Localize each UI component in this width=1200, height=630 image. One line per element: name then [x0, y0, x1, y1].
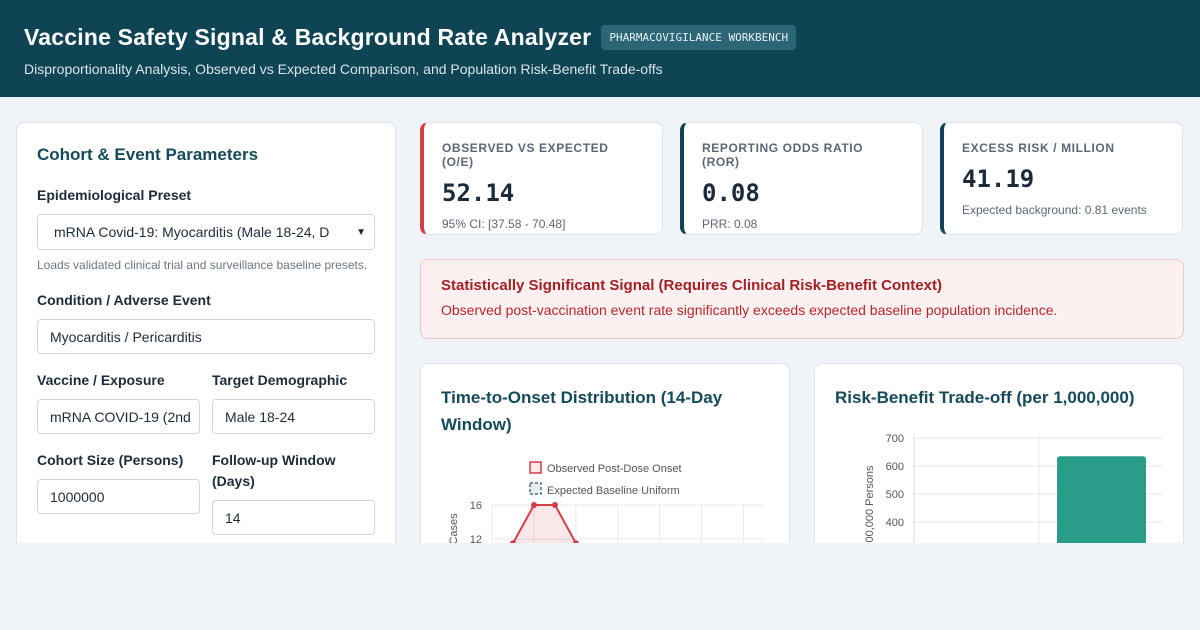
y-axis-label: Cases: [448, 513, 460, 543]
kpi-label: REPORTING ODDS RATIO (ROR): [702, 141, 864, 169]
cohort-row: Cohort Size (Persons) 1000000 Follow-up …: [37, 450, 375, 535]
kpi-sub: Expected background: 0.81 events: [962, 203, 1147, 217]
data-point-observed: [552, 502, 558, 508]
kpi-card-ror: REPORTING ODDS RATIO (ROR) 0.08 PRR: 0.0…: [680, 122, 923, 235]
chart-title: Time-to-Onset Distribution (14-Day Windo…: [441, 384, 722, 438]
y-tick-label: 12: [470, 534, 482, 543]
chart-title: Risk-Benefit Trade-off (per 1,000,000): [835, 388, 1135, 407]
followup-label: Follow-up Window (Days): [212, 452, 336, 489]
chart-title-line-1: Time-to-Onset Distribution (14-Day: [441, 388, 723, 407]
alert-text: Observed post-vaccination event rate sig…: [441, 302, 1058, 318]
kpi-label: EXCESS RISK / MILLION: [962, 141, 1115, 155]
chart-title-line-2: Window): [441, 415, 512, 434]
risk-benefit-chart: 400 500 600 700 00,000 Persons: [864, 433, 1163, 543]
cohort-label: Cohort Size (Persons): [37, 452, 184, 468]
preset-label: Epidemiological Preset: [37, 187, 192, 203]
signal-alert: Statistically Significant Signal (Requir…: [420, 259, 1184, 339]
preset-group: Epidemiological Preset mRNA Covid-19: My…: [37, 185, 375, 274]
vaccine-input[interactable]: mRNA COVID-19 (2nd: [37, 399, 200, 434]
condition-label: Condition / Adverse Event: [37, 292, 211, 308]
parameters-panel: Cohort & Event Parameters Epidemiologica…: [16, 122, 396, 543]
legend-label-expected: Expected Baseline Uniform: [547, 485, 680, 497]
chevron-down-icon: ▼: [356, 226, 366, 238]
cohort-input[interactable]: 1000000: [37, 479, 200, 514]
data-point-observed: [573, 540, 579, 543]
condition-group: Condition / Adverse Event Myocarditis / …: [37, 290, 375, 354]
data-point-observed: [510, 540, 516, 543]
kpi-value: 52.14: [442, 179, 515, 207]
kpi-label: OBSERVED VS EXPECTED (O/E): [442, 141, 609, 169]
page-title: Vaccine Safety Signal & Background Rate …: [24, 24, 592, 50]
data-point-observed: [531, 502, 537, 508]
condition-input[interactable]: Myocarditis / Pericarditis: [37, 319, 375, 354]
risk-benefit-chart-card: Risk-Benefit Trade-off (per 1,000,000) 4…: [814, 363, 1184, 543]
kpi-sub: PRR: 0.08: [702, 217, 758, 231]
demographic-input[interactable]: Male 18-24: [212, 399, 375, 434]
followup-input[interactable]: 14: [212, 500, 375, 535]
y-axis-label: 00,000 Persons: [864, 465, 876, 543]
exposure-row: Vaccine / Exposure mRNA COVID-19 (2nd Ta…: [37, 370, 375, 434]
y-tick-label: 500: [886, 489, 904, 501]
y-tick-label: 600: [886, 461, 904, 473]
series-line-observed: [512, 504, 577, 543]
preset-help: Loads validated clinical trial and surve…: [37, 258, 368, 272]
kpi-card-oe: OBSERVED VS EXPECTED (O/E) 52.14 95% CI:…: [420, 122, 663, 235]
alert-title: Statistically Significant Signal (Requir…: [441, 277, 942, 294]
y-tick-label: 700: [886, 433, 904, 445]
vaccine-label: Vaccine / Exposure: [37, 372, 165, 388]
kpi-value: 41.19: [962, 165, 1035, 193]
workbench-badge: PHARMACOVIGILANCE WORKBENCH: [601, 25, 797, 50]
legend-swatch-observed: [529, 461, 542, 474]
panel-title: Cohort & Event Parameters: [37, 145, 259, 164]
demographic-label: Target Demographic: [212, 372, 348, 388]
onset-chart: Observed Post-Dose Onset Expected Baseli…: [448, 461, 764, 543]
y-tick-label: 16: [470, 500, 482, 512]
preset-select[interactable]: mRNA Covid-19: Myocarditis (Male 18-24, …: [37, 214, 375, 250]
kpi-sub: 95% CI: [37.58 - 70.48]: [442, 217, 566, 231]
app-header: Vaccine Safety Signal & Background Rate …: [0, 0, 1200, 97]
legend-label-observed: Observed Post-Dose Onset: [547, 463, 682, 475]
onset-chart-card: Time-to-Onset Distribution (14-Day Windo…: [420, 363, 790, 543]
preset-value: mRNA Covid-19: Myocarditis (Male 18-24, …: [54, 224, 330, 240]
page-subtitle: Disproportionality Analysis, Observed vs…: [24, 61, 663, 77]
kpi-value: 0.08: [702, 179, 760, 207]
y-tick-label: 400: [886, 517, 904, 529]
kpi-card-excess: EXCESS RISK / MILLION 41.19 Expected bac…: [940, 122, 1183, 235]
bar-benefit: [1057, 456, 1146, 543]
legend-swatch-expected: [529, 482, 542, 495]
